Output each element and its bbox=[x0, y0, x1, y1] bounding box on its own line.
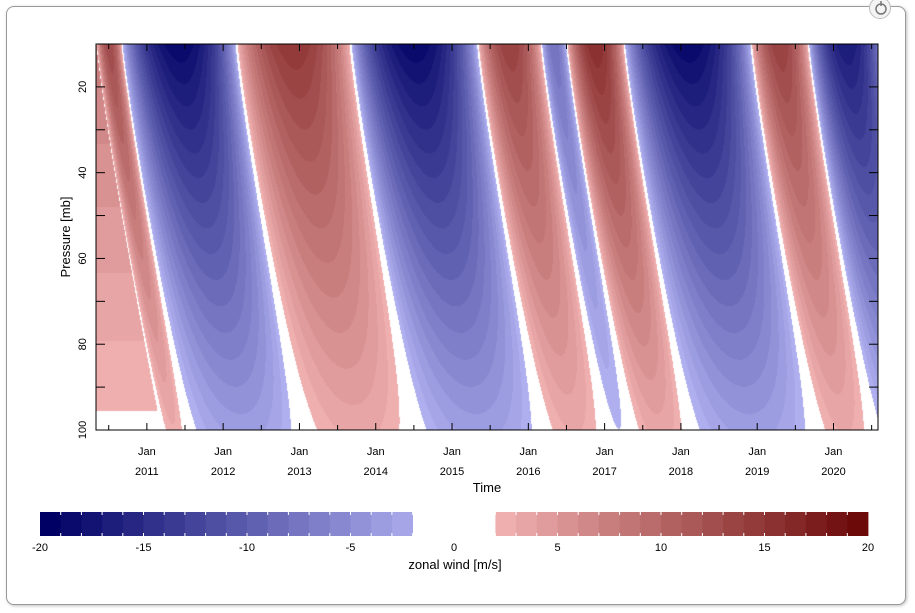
x-tick-label-year: 2016 bbox=[516, 466, 540, 478]
x-tick-label: Jan bbox=[596, 446, 614, 458]
x-tick-label-year: 2018 bbox=[669, 466, 693, 478]
plot-border bbox=[95, 43, 879, 431]
colorbar-ticks: -20 -15 -10 -5 0 5 10 15 20 bbox=[32, 542, 874, 554]
colorbar-tick-label: 10 bbox=[655, 542, 667, 554]
colorbar-swatch bbox=[205, 512, 227, 536]
x-tick-label: Jan bbox=[291, 446, 309, 458]
colorbar-swatch bbox=[184, 512, 206, 536]
colorbar-swatch bbox=[164, 512, 186, 536]
colorbar-swatch bbox=[81, 512, 103, 536]
colorbar-tick-label: -20 bbox=[32, 542, 48, 554]
plot-area bbox=[95, 43, 879, 431]
colorbar-swatch bbox=[805, 512, 827, 536]
y-axis-label: Pressure [mb] bbox=[58, 197, 73, 278]
colorbar-swatch bbox=[516, 512, 538, 536]
x-tick-label: Jan bbox=[367, 446, 385, 458]
colorbar-swatch bbox=[702, 512, 724, 536]
x-axis-label: Time bbox=[473, 480, 501, 495]
y-tick-label: 20 bbox=[77, 81, 89, 93]
x-tick-label-year: 2014 bbox=[363, 466, 387, 478]
colorbar-swatch bbox=[578, 512, 600, 536]
x-axis: Jan 2011 Jan 2012 Jan 2013 Jan 2014 Jan 2015 Jan 20… bbox=[108, 44, 873, 478]
colorbar-swatch bbox=[371, 512, 393, 536]
colorbar bbox=[40, 512, 869, 536]
colorbar-swatch bbox=[40, 512, 62, 536]
colorbar-swatch bbox=[267, 512, 289, 536]
x-tick-label-year: 2012 bbox=[211, 466, 235, 478]
x-tick-label-year: 2017 bbox=[592, 466, 616, 478]
x-tick-label: Jan bbox=[519, 446, 537, 458]
y-tick-label: 40 bbox=[77, 167, 89, 179]
x-tick-label: Jan bbox=[443, 446, 461, 458]
x-tick-label: Jan bbox=[138, 446, 156, 458]
colorbar-swatch bbox=[350, 512, 372, 536]
colorbar-swatch bbox=[557, 512, 579, 536]
y-tick-label: 60 bbox=[77, 252, 89, 264]
colorbar-swatch bbox=[329, 512, 351, 536]
colorbar-tick-label: 0 bbox=[451, 542, 457, 554]
x-tick-label-year: 2020 bbox=[821, 466, 845, 478]
x-tick-label: Jan bbox=[214, 446, 232, 458]
x-tick-label: Jan bbox=[672, 446, 690, 458]
colorbar-swatch bbox=[122, 512, 144, 536]
colorbar-tick-label: -15 bbox=[136, 542, 152, 554]
x-tick-label: Jan bbox=[825, 446, 843, 458]
colorbar-swatch bbox=[226, 512, 248, 536]
colorbar-swatch bbox=[102, 512, 124, 536]
colorbar-swatch bbox=[391, 512, 413, 536]
colorbar-swatch bbox=[60, 512, 82, 536]
colorbar-swatch bbox=[288, 512, 310, 536]
x-tick-label-year: 2011 bbox=[135, 466, 159, 478]
colorbar-label: zonal wind [m/s] bbox=[408, 557, 501, 572]
colorbar-tick-label: 15 bbox=[758, 542, 770, 554]
colorbar-swatch bbox=[681, 512, 703, 536]
colorbar-swatch bbox=[640, 512, 662, 536]
colorbar-swatch bbox=[536, 512, 558, 536]
x-tick-label: Jan bbox=[748, 446, 766, 458]
colorbar-swatch bbox=[143, 512, 165, 536]
heatmap-contours bbox=[96, 44, 878, 430]
colorbar-tick-label: -10 bbox=[239, 542, 255, 554]
colorbar-swatch bbox=[764, 512, 786, 536]
colorbar-swatch bbox=[723, 512, 745, 536]
colorbar-swatch bbox=[661, 512, 683, 536]
y-tick-label: 100 bbox=[77, 421, 89, 439]
y-axis: 20 40 60 80 100 bbox=[77, 43, 878, 439]
expand-button[interactable] bbox=[869, 0, 891, 19]
x-tick-label-year: 2015 bbox=[440, 466, 464, 478]
colorbar-swatch bbox=[247, 512, 269, 536]
colorbar-swatch bbox=[309, 512, 331, 536]
colorbar-tick-label: -5 bbox=[346, 542, 356, 554]
colorbar-swatch bbox=[743, 512, 765, 536]
y-tick-label: 80 bbox=[77, 338, 89, 350]
colorbar-swatch bbox=[619, 512, 641, 536]
colorbar-tick-label: 20 bbox=[862, 542, 874, 554]
colorbar-swatch bbox=[847, 512, 869, 536]
colorbar-swatch bbox=[598, 512, 620, 536]
x-tick-label-year: 2013 bbox=[287, 466, 311, 478]
colorbar-swatch bbox=[495, 512, 517, 536]
colorbar-swatch bbox=[785, 512, 807, 536]
colorbar-tick-label: 5 bbox=[554, 542, 560, 554]
colorbar-swatch bbox=[826, 512, 848, 536]
x-tick-label-year: 2019 bbox=[745, 466, 769, 478]
circle-arrow-icon bbox=[875, 1, 887, 15]
